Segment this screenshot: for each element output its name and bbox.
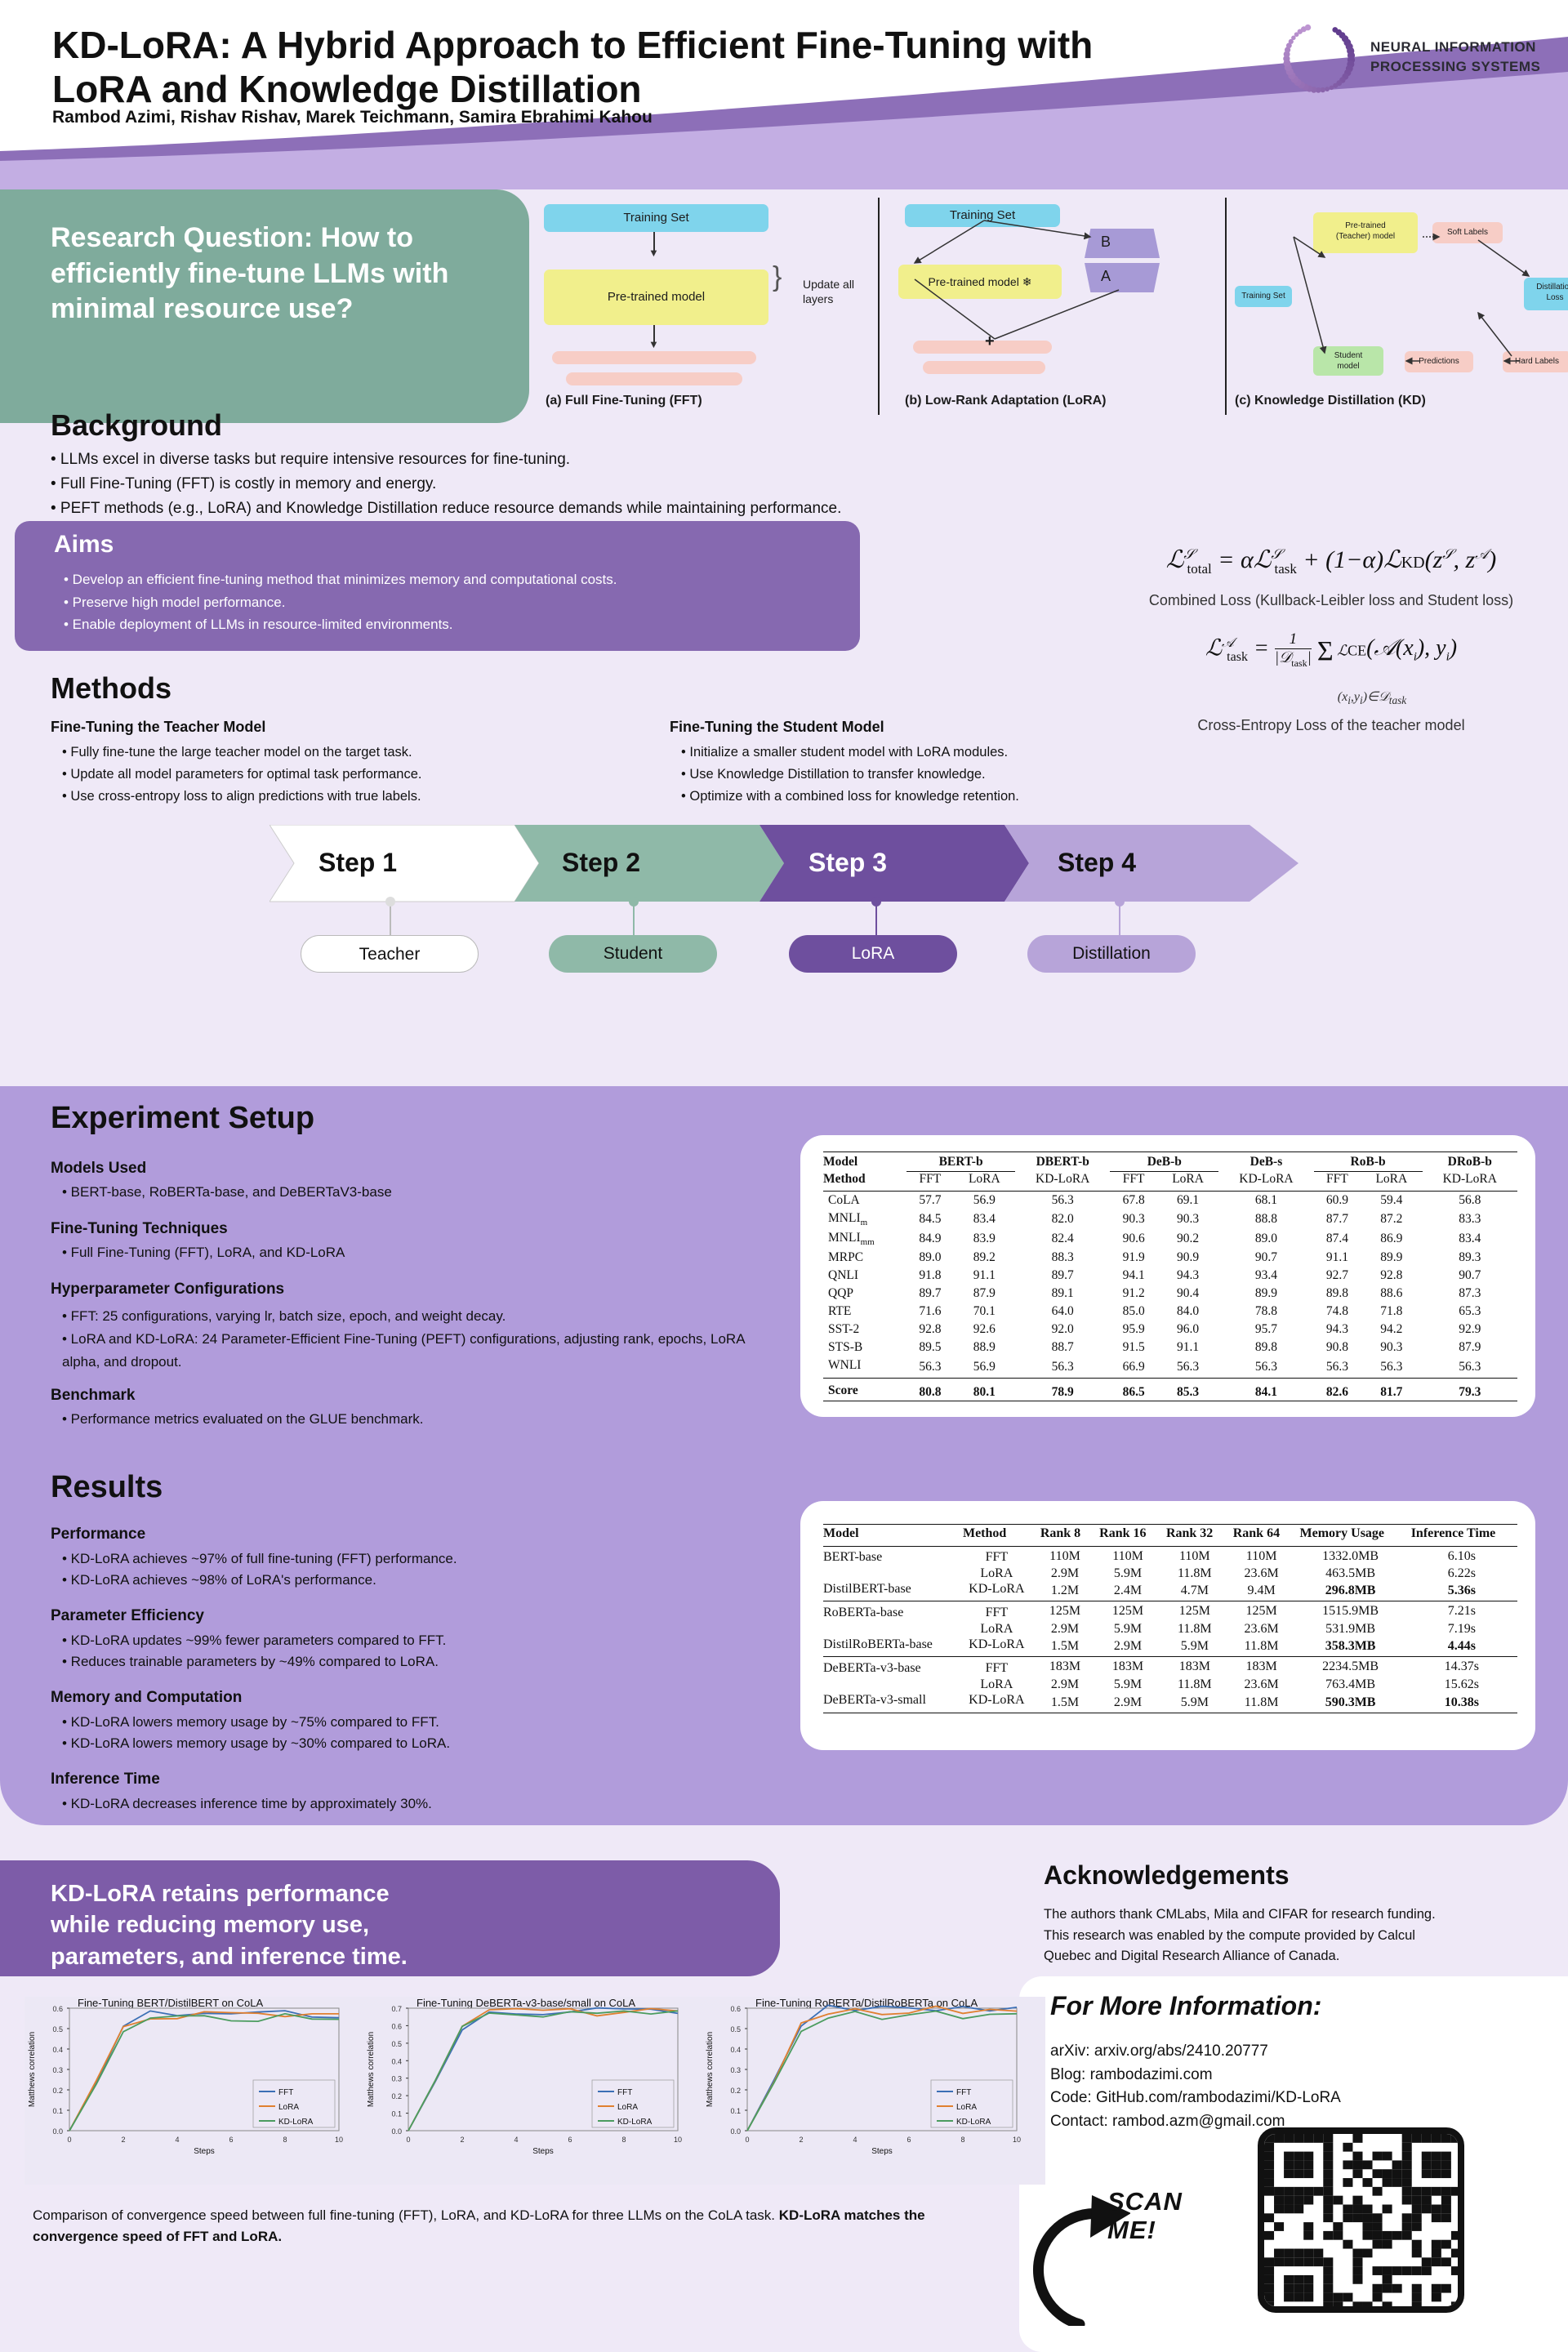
svg-text:0.3: 0.3 — [730, 2066, 741, 2074]
svg-text:4: 4 — [175, 2136, 179, 2144]
svg-text:KD-LoRA: KD-LoRA — [617, 2118, 653, 2127]
svg-text:LoRA: LoRA — [278, 2103, 299, 2112]
svg-text:KD-LoRA: KD-LoRA — [278, 2118, 314, 2127]
svg-text:0.3: 0.3 — [391, 2075, 402, 2083]
svg-text:0.4: 0.4 — [52, 2046, 63, 2054]
svg-text:6: 6 — [229, 2136, 233, 2144]
svg-text:8: 8 — [621, 2136, 626, 2144]
svg-text:0.4: 0.4 — [391, 2057, 402, 2065]
svg-text:0.2: 0.2 — [730, 2087, 741, 2095]
svg-text:KD-LoRA: KD-LoRA — [956, 2118, 991, 2127]
svg-text:10: 10 — [674, 2136, 682, 2144]
svg-text:0.3: 0.3 — [52, 2066, 63, 2074]
svg-text:0.1: 0.1 — [52, 2107, 63, 2115]
svg-text:Steps: Steps — [194, 2147, 215, 2156]
svg-text:0: 0 — [67, 2136, 71, 2144]
svg-text:0.7: 0.7 — [391, 2005, 402, 2013]
svg-text:LoRA: LoRA — [617, 2103, 638, 2112]
svg-text:10: 10 — [1013, 2136, 1021, 2144]
svg-text:0.1: 0.1 — [730, 2107, 741, 2115]
svg-text:0.6: 0.6 — [52, 2005, 63, 2013]
svg-text:0: 0 — [745, 2136, 749, 2144]
svg-text:0.6: 0.6 — [730, 2005, 741, 2013]
svg-text:10: 10 — [335, 2136, 343, 2144]
svg-text:FFT: FFT — [617, 2088, 632, 2097]
svg-text:0.0: 0.0 — [391, 2127, 402, 2136]
svg-text:2: 2 — [121, 2136, 125, 2144]
svg-text:0: 0 — [406, 2136, 410, 2144]
svg-text:0.2: 0.2 — [52, 2087, 63, 2095]
svg-text:0.0: 0.0 — [52, 2127, 63, 2136]
svg-text:Matthews correlation: Matthews correlation — [706, 2032, 715, 2107]
svg-text:LoRA: LoRA — [956, 2103, 977, 2112]
svg-text:Steps: Steps — [871, 2147, 893, 2156]
svg-text:FFT: FFT — [278, 2088, 293, 2097]
svg-text:0.6: 0.6 — [391, 2022, 402, 2030]
svg-text:8: 8 — [960, 2136, 964, 2144]
svg-text:Matthews correlation: Matthews correlation — [28, 2032, 37, 2107]
svg-text:0.0: 0.0 — [730, 2127, 741, 2136]
svg-text:4: 4 — [853, 2136, 857, 2144]
svg-text:Fine-Tuning RoBERTa/DistilRoBE: Fine-Tuning RoBERTa/DistilRoBERTa on CoL… — [755, 1997, 978, 2009]
svg-text:0.4: 0.4 — [730, 2046, 741, 2054]
svg-text:Fine-Tuning BERT/DistilBERT on: Fine-Tuning BERT/DistilBERT on CoLA — [78, 1997, 263, 2009]
svg-text:0.5: 0.5 — [391, 2040, 402, 2048]
svg-text:Matthews correlation: Matthews correlation — [367, 2032, 376, 2107]
svg-text:4: 4 — [514, 2136, 518, 2144]
svg-text:0.2: 0.2 — [391, 2092, 402, 2100]
svg-text:FFT: FFT — [956, 2088, 971, 2097]
svg-text:0.5: 0.5 — [730, 2025, 741, 2034]
svg-text:0.1: 0.1 — [391, 2110, 402, 2118]
svg-text:8: 8 — [283, 2136, 287, 2144]
svg-text:Fine-Tuning DeBERTa-v3-base/sm: Fine-Tuning DeBERTa-v3-base/small on CoL… — [416, 1997, 635, 2009]
svg-text:2: 2 — [460, 2136, 464, 2144]
svg-text:Steps: Steps — [532, 2147, 554, 2156]
svg-text:0.5: 0.5 — [52, 2025, 63, 2034]
svg-text:2: 2 — [799, 2136, 803, 2144]
svg-text:6: 6 — [568, 2136, 572, 2144]
svg-text:6: 6 — [906, 2136, 911, 2144]
